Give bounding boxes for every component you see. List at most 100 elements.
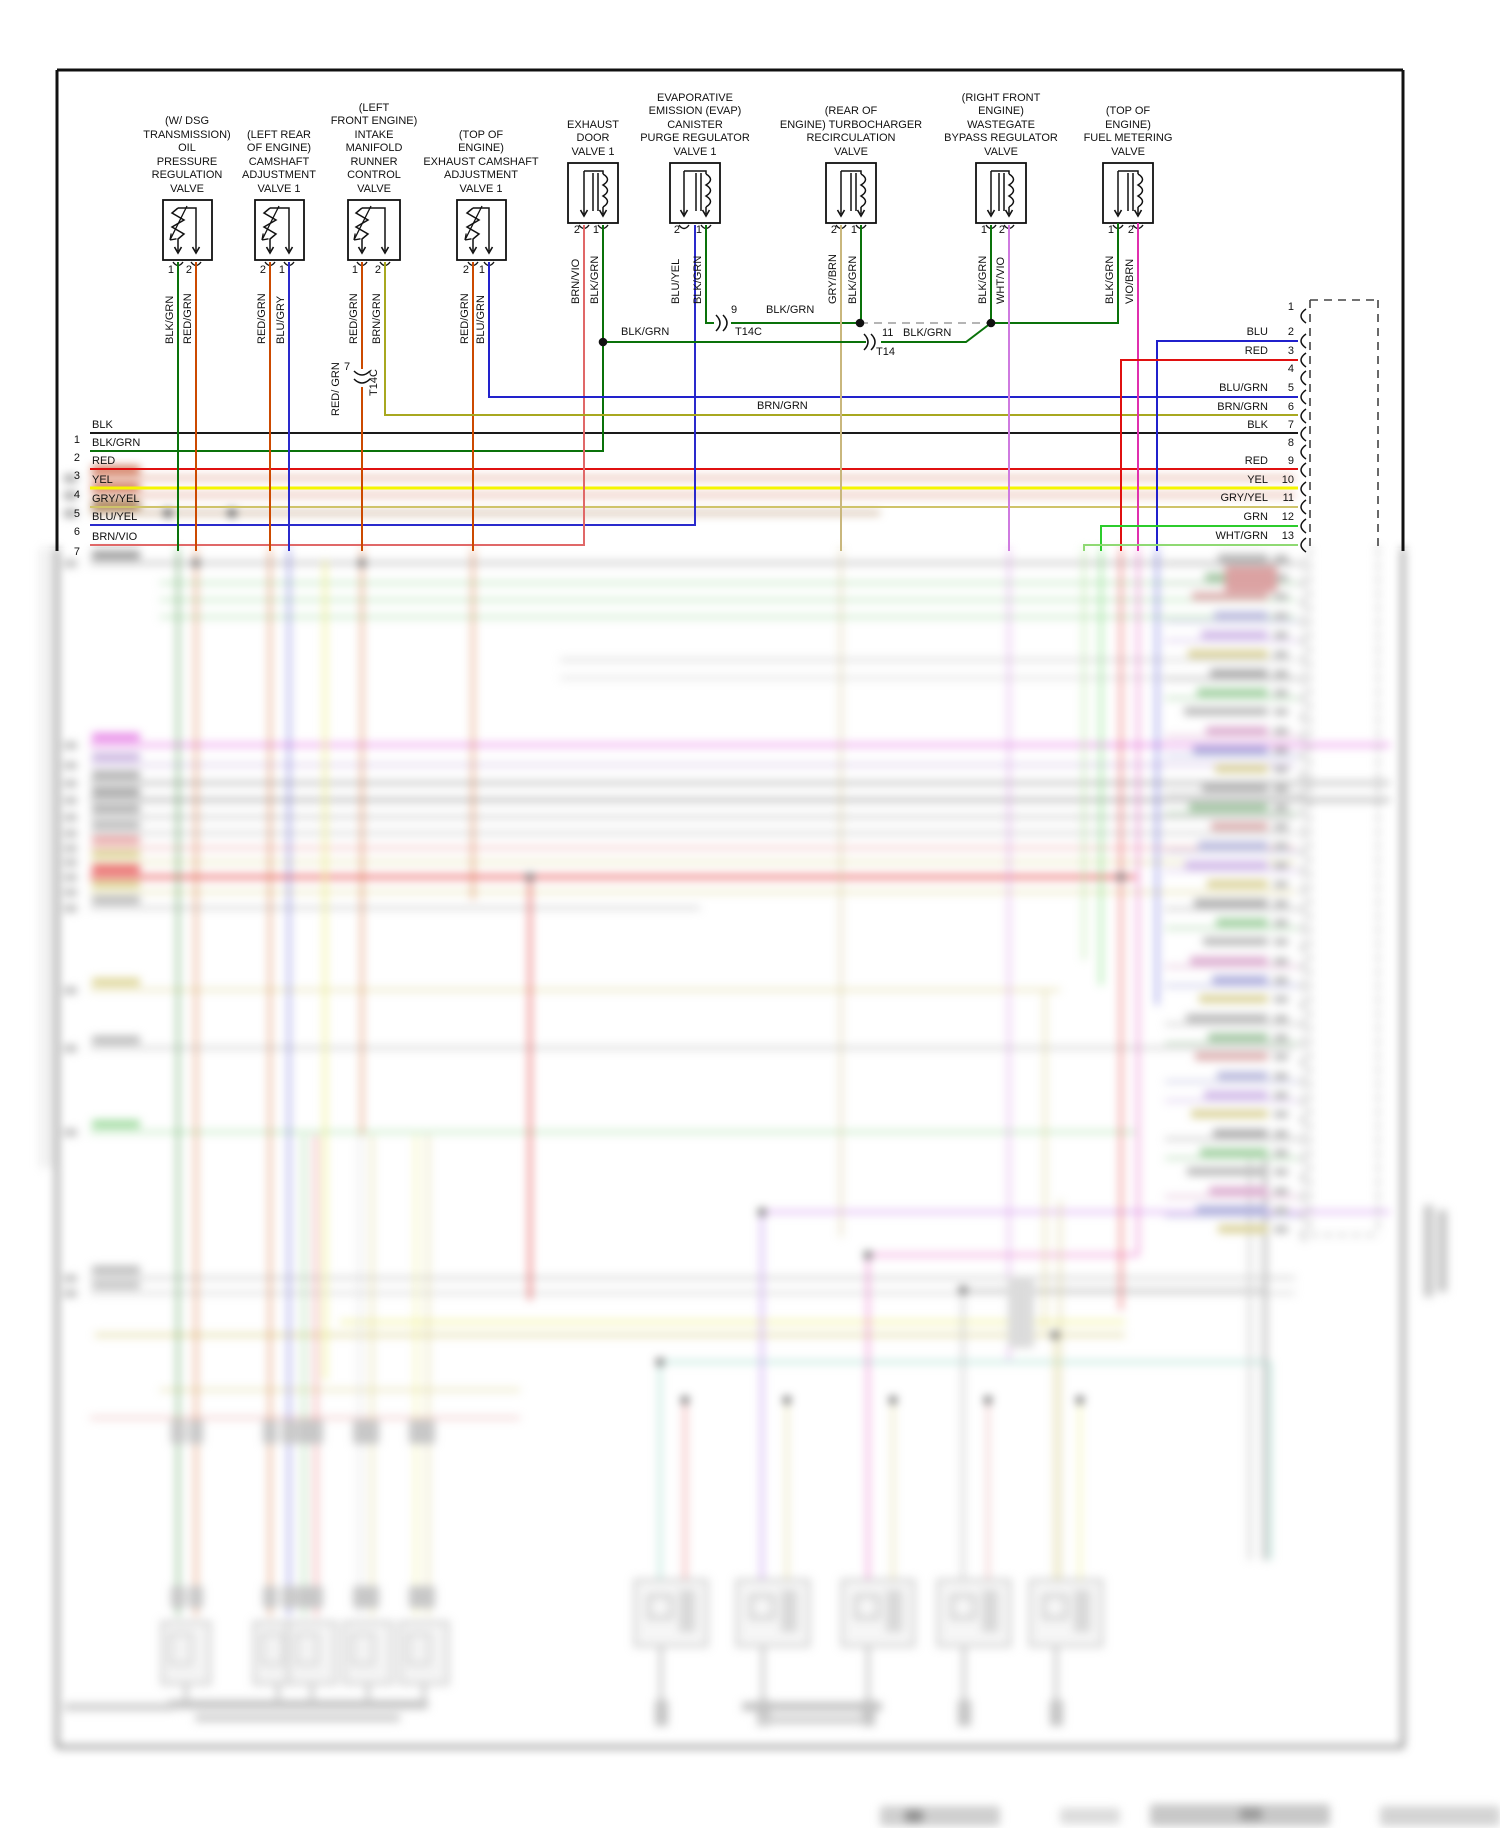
valve-box <box>162 199 213 261</box>
valve-label: (W/ DSG TRANSMISSION) OIL PRESSURE REGUL… <box>143 115 231 195</box>
blurred-number <box>1274 861 1288 869</box>
shape <box>684 170 707 174</box>
wire <box>90 225 585 546</box>
left-pin-number: 4 <box>73 489 80 501</box>
valve-label: (LEFT REAR OF ENGINE) CAMSHAFT ADJUSTMEN… <box>242 128 316 195</box>
blurred-number <box>64 1129 77 1136</box>
blurred-number <box>1274 555 1288 562</box>
arrow-icon <box>1113 209 1123 218</box>
inline-connector <box>715 314 721 332</box>
left-pin-label: GRY/YEL <box>92 493 140 505</box>
blurred-label <box>1206 726 1268 735</box>
pin-wire-label: GRY/BRN <box>827 254 839 304</box>
solenoid-core <box>850 173 857 211</box>
junction-dot <box>1075 1395 1085 1405</box>
blurred-label <box>1199 994 1268 1003</box>
blurred-connector <box>263 1586 277 1608</box>
junction-dot <box>888 1395 898 1405</box>
edge-smudge <box>1060 1808 1120 1824</box>
blurred-caption <box>168 1700 428 1709</box>
blurred-label <box>1201 630 1268 639</box>
valve-box <box>567 162 619 224</box>
blurred-number <box>1274 1225 1288 1233</box>
wire <box>705 225 714 324</box>
blurred-label <box>1212 975 1268 984</box>
blurred-number <box>1274 995 1288 1003</box>
blurred-label <box>92 551 140 559</box>
inline-connector <box>870 333 876 351</box>
fuel-metering-valve <box>1102 162 1154 230</box>
blurred-label <box>1184 707 1268 716</box>
blurred-label <box>92 788 140 796</box>
connector-name: T14 <box>876 346 895 358</box>
junction-dot <box>525 872 535 882</box>
pin-number: 1 <box>695 224 702 236</box>
pin-number: 2 <box>462 264 469 276</box>
arrow-icon <box>484 246 494 255</box>
edge-smudge <box>1380 1806 1500 1826</box>
arrow-icon <box>856 209 866 218</box>
right-pin-arc <box>1300 979 1307 993</box>
blurred-label <box>1186 1014 1268 1023</box>
blurred-component-inner <box>262 1633 284 1665</box>
valve-label: (TOP OF ENGINE) FUEL METERING VALVE <box>1083 105 1173 158</box>
blurred-label <box>92 978 140 986</box>
right-pin-number: 10 <box>1281 474 1294 486</box>
blurred-caption <box>1424 1205 1433 1297</box>
right-pin-number: 6 <box>1287 401 1294 413</box>
blurred-number <box>64 510 77 517</box>
junction-dot <box>782 1395 792 1405</box>
left-pin-number: 1 <box>73 434 80 446</box>
blurred-component-inner <box>855 1595 879 1619</box>
right-pin-arc <box>1300 595 1307 609</box>
solenoid-coil <box>859 173 867 208</box>
pin-wire-label: BLK/GRN <box>977 255 989 304</box>
pin-wire-label: BLU/GRN <box>475 295 487 344</box>
junction-dot <box>227 508 237 518</box>
connector-name: T14C <box>735 326 762 338</box>
blurred-label <box>92 880 140 888</box>
shape <box>178 207 197 251</box>
right-pin-label: RED <box>1244 455 1268 467</box>
right-pin-arc <box>1300 1113 1307 1127</box>
blurred-number <box>1274 1130 1288 1138</box>
blurred-label <box>1188 649 1268 658</box>
blurred-label <box>1193 745 1268 754</box>
evap-canister-purge-regulator-valve-1 <box>669 162 721 230</box>
right-pin-number: 9 <box>1287 455 1294 467</box>
blurred-number <box>1274 746 1288 754</box>
variable-arrow-icon <box>464 233 472 241</box>
right-pin-arc <box>1300 481 1307 497</box>
right-pin-arc <box>1300 557 1307 571</box>
blurred-component-inner <box>648 1595 672 1619</box>
blurred-label <box>1197 688 1268 697</box>
arrow-icon <box>265 246 275 255</box>
left-pin-label: YEL <box>92 474 113 486</box>
right-pin-number: 12 <box>1281 511 1294 523</box>
blurred-number <box>64 874 77 881</box>
variable-arrow-icon <box>261 205 280 241</box>
arrow-icon <box>701 209 711 218</box>
blurred-number <box>1274 631 1288 639</box>
blurred-number <box>1274 765 1288 773</box>
blurred-caption <box>1438 1210 1447 1292</box>
wastegate-bypass-regulator-valve <box>975 162 1027 230</box>
blurred-connector <box>365 1586 379 1608</box>
junction-dot <box>863 1250 873 1260</box>
left-pin-number: 2 <box>73 452 80 464</box>
solenoid-core <box>695 173 702 211</box>
right-pin-arc <box>1300 806 1307 820</box>
blurred-connector <box>409 1586 423 1608</box>
inline-connector <box>353 378 371 384</box>
right-pin-label: BLU/GRN <box>1219 382 1268 394</box>
junction-dot <box>983 1395 993 1405</box>
mid-wire-label: BRN/GRN <box>757 400 808 412</box>
junction-dot <box>163 508 173 518</box>
blurred-number <box>1274 957 1288 965</box>
blurred-label <box>1190 956 1268 965</box>
blurred-connector <box>282 1586 296 1608</box>
blurred-number <box>64 889 77 896</box>
pin-number: 2 <box>185 264 192 276</box>
